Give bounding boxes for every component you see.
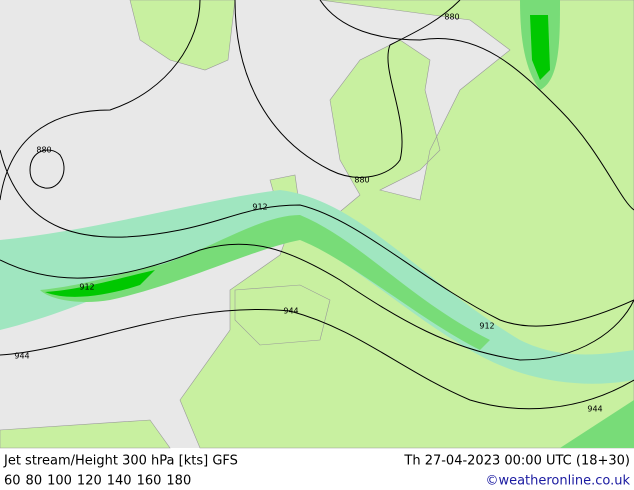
legend: 60 80 100 120 140 160 180: [4, 474, 191, 489]
contour-label: 880: [36, 146, 51, 155]
contour-label: 880: [444, 13, 459, 22]
title: Jet stream/Height 300 hPa [kts] GFS: [3, 454, 238, 469]
contour-label: 912: [79, 283, 94, 292]
jet-shading: [0, 0, 634, 448]
legend-value: 60: [4, 474, 21, 489]
legend-value: 140: [107, 474, 132, 489]
contour-label: 944: [283, 307, 298, 316]
contour-label: 944: [587, 405, 602, 414]
contour-label: 912: [252, 203, 267, 212]
legend-value: 80: [26, 474, 43, 489]
legend-value: 120: [77, 474, 102, 489]
height-contours: [0, 0, 634, 410]
valid-time: Th 27-04-2023 00:00 UTC (18+30): [403, 454, 630, 469]
credit: ©weatheronline.co.uk: [485, 474, 630, 489]
legend-value: 160: [137, 474, 162, 489]
contour-label: 912: [479, 322, 494, 331]
contour-label: 944: [14, 352, 29, 361]
contour-label: 880: [354, 176, 369, 185]
legend-value: 100: [47, 474, 72, 489]
contour-labels: 880 880 880 912 912 912 944 944 944: [14, 13, 602, 414]
legend-value: 180: [166, 474, 191, 489]
